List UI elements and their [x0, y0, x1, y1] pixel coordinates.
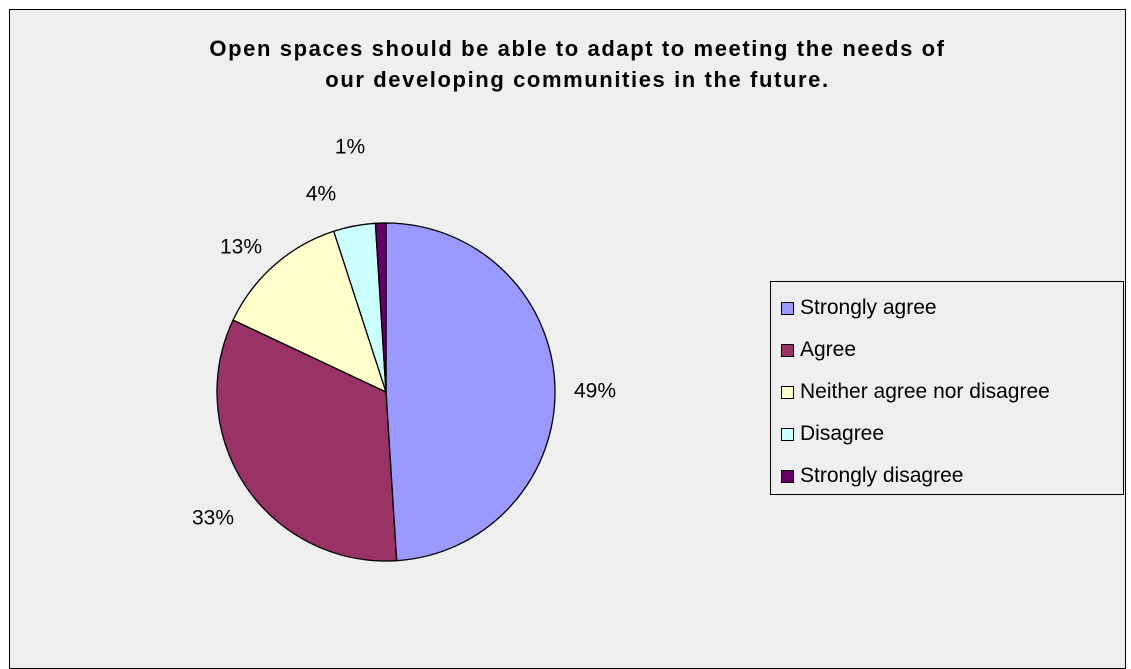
data-label-strongly-agree: 49% [574, 380, 616, 403]
data-label-disagree: 4% [306, 183, 336, 206]
legend-swatch-disagree [781, 427, 794, 441]
chart-title-line-1: Open spaces should be able to adapt to m… [209, 36, 946, 61]
legend-item-agree: Agree [781, 333, 856, 367]
legend-swatch-agree [781, 343, 794, 357]
data-label-strongly-disagree: 1% [335, 136, 365, 159]
legend-item-strongly-disagree: Strongly disagree [781, 459, 963, 493]
pie-slice-strongly-disagree [374, 222, 387, 393]
data-label-agree: 33% [192, 507, 234, 530]
legend-label-disagree: Disagree [800, 422, 885, 445]
pie-slice-agree [216, 319, 398, 562]
legend-swatch-neither [781, 385, 794, 399]
legend-item-disagree: Disagree [781, 417, 884, 451]
legend-item-strongly-agree: Strongly agree [781, 291, 937, 325]
pie-slice-strongly-agree [385, 222, 556, 562]
legend-swatch-strongly-disagree [781, 469, 794, 483]
legend-label-strongly-disagree: Strongly disagree [800, 464, 964, 487]
legend-swatch-strongly-agree [781, 301, 794, 315]
legend-item-neither: Neither agree nor disagree [781, 375, 1050, 409]
legend-label-strongly-agree: Strongly agree [800, 296, 937, 319]
legend-label-agree: Agree [800, 338, 857, 361]
chart-title-line-2: our developing communities in the future… [325, 67, 830, 92]
legend: Strongly agree Agree Neither agree nor d… [770, 281, 1124, 495]
legend-label-neither: Neither agree nor disagree [800, 380, 1050, 403]
pie-slice-neither [232, 230, 388, 394]
data-label-neither: 13% [220, 236, 262, 259]
